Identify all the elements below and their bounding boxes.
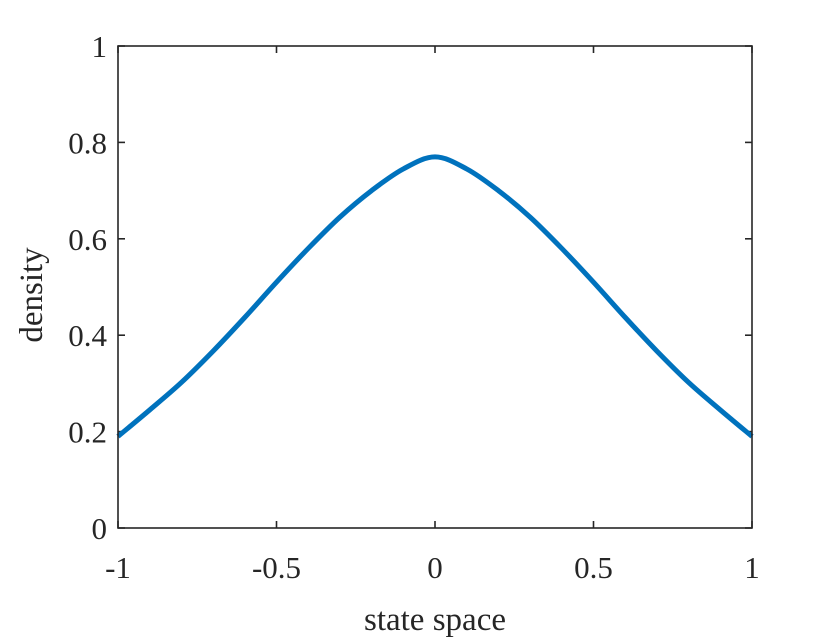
y-tick-label: 0.2 [68, 415, 107, 450]
y-tick-label: 0.8 [68, 125, 107, 160]
x-axis-label: state space [364, 602, 506, 638]
y-tick-label: 0.4 [68, 318, 107, 353]
y-tick-label: 1 [92, 29, 108, 64]
x-tick-label: -0.5 [252, 550, 301, 585]
series-layer [116, 154, 754, 439]
plot-frame [117, 45, 753, 529]
x-tick-label: 1 [744, 550, 760, 585]
y-tick-label: 0 [92, 511, 108, 546]
x-tick-label: 0.5 [574, 550, 613, 585]
density-curve [116, 154, 754, 439]
y-axis-label: density [14, 247, 50, 343]
plot-area [118, 46, 752, 528]
tick-labels: -1 -0.5 0 0.5 1 0 0.2 0.4 0.6 0.8 1 [68, 29, 760, 585]
x-tick-label: -1 [105, 550, 131, 585]
x-tick-label: 0 [427, 550, 443, 585]
y-tick-label: 0.6 [68, 222, 107, 257]
